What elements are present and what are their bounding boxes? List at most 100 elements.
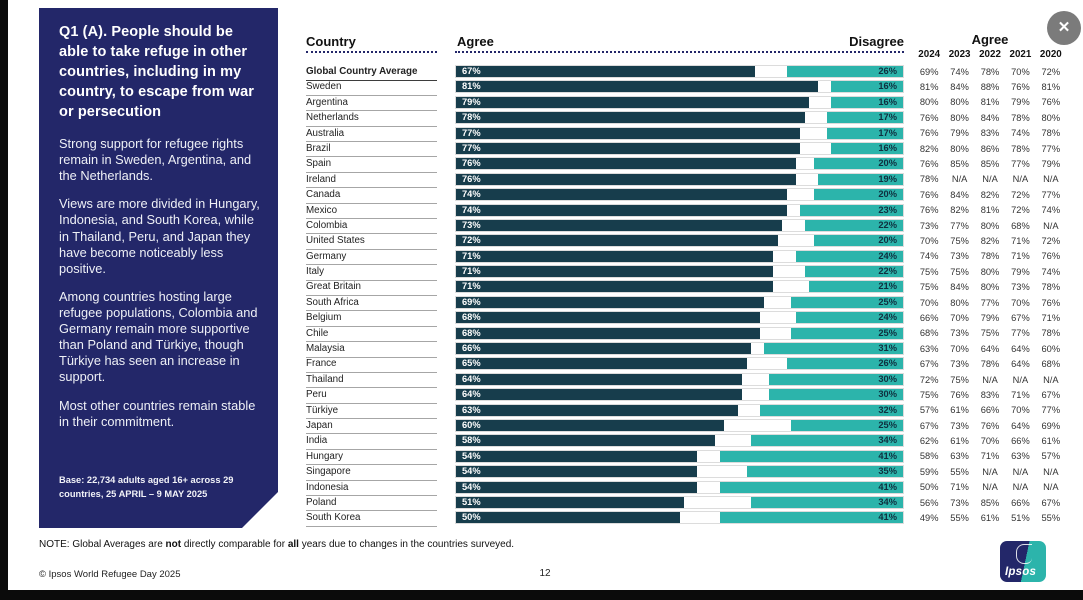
agree-bar: 68% bbox=[456, 312, 760, 324]
history-value: 71% bbox=[1011, 389, 1030, 400]
history-value: 86% bbox=[980, 143, 1000, 154]
history-values: 75% 76% 83% 71% 67% bbox=[914, 387, 1066, 402]
history-values: 76% 80% 84% 78% 80% bbox=[914, 110, 1066, 125]
agree-bar: 81% bbox=[456, 81, 819, 93]
disagree-bar: 41% bbox=[719, 481, 903, 493]
country-column-header: Country bbox=[306, 34, 356, 49]
disagree-value-label: 22% bbox=[878, 266, 897, 277]
disagree-bar: 26% bbox=[786, 358, 903, 370]
year-header: 2022 bbox=[979, 49, 1001, 60]
history-value: 75% bbox=[950, 266, 969, 277]
disagree-bar: 30% bbox=[768, 389, 903, 401]
summary-paragraph: Most other countries remain stable in th… bbox=[59, 397, 256, 429]
country-label: South Africa bbox=[306, 295, 437, 312]
table-row: Ireland 76% 19% 78% N/A N/A N/A N/A bbox=[0, 172, 1083, 189]
history-value: 72% bbox=[1041, 66, 1061, 77]
disagree-bar: 19% bbox=[818, 173, 903, 185]
history-value: 74% bbox=[950, 66, 969, 77]
country-label: Indonesia bbox=[306, 480, 437, 497]
history-value: 69% bbox=[919, 66, 939, 77]
history-value: 80% bbox=[950, 143, 969, 154]
history-value: N/A bbox=[1043, 374, 1059, 385]
agree-bar: 72% bbox=[456, 235, 778, 247]
history-value: 77% bbox=[1011, 159, 1030, 170]
history-values: 68% 73% 75% 77% 78% bbox=[914, 326, 1066, 341]
history-value: 62% bbox=[919, 436, 939, 447]
history-value: 82% bbox=[919, 143, 939, 154]
country-label: Poland bbox=[306, 495, 437, 512]
history-value: 80% bbox=[919, 97, 939, 108]
agree-value-label: 77% bbox=[462, 127, 481, 138]
table-row: South Korea 50% 41% 49% 55% 61% 51% 55% bbox=[0, 510, 1083, 527]
history-value: 67% bbox=[1041, 389, 1061, 400]
history-values: 81% 84% 88% 76% 81% bbox=[914, 79, 1066, 94]
agree-value-label: 66% bbox=[462, 343, 481, 354]
bar-track: 60% 25% bbox=[455, 418, 904, 432]
history-value: 67% bbox=[1041, 497, 1061, 508]
history-table-header: Agree bbox=[971, 32, 1009, 47]
history-values: 70% 80% 77% 70% 76% bbox=[914, 295, 1066, 310]
history-value: 80% bbox=[1041, 112, 1061, 123]
history-value: 76% bbox=[919, 205, 939, 216]
history-value: 85% bbox=[980, 159, 1000, 170]
disagree-column-header: Disagree bbox=[849, 34, 904, 49]
agree-bar: 68% bbox=[456, 327, 760, 339]
history-values: 75% 84% 80% 73% 78% bbox=[914, 279, 1066, 294]
history-value: 55% bbox=[1041, 513, 1061, 524]
bar-track: 54% 41% bbox=[455, 480, 904, 494]
country-label: Germany bbox=[306, 249, 437, 266]
history-value: 49% bbox=[919, 513, 939, 524]
agree-bar: 54% bbox=[456, 450, 698, 462]
table-row: Poland 51% 34% 56% 73% 85% 66% 67% bbox=[0, 495, 1083, 512]
chart-rows: Global Country Average 67% 26% 69% 74% 78%… bbox=[0, 64, 1083, 527]
close-icon[interactable]: ✕ bbox=[1047, 11, 1081, 45]
history-value: 64% bbox=[980, 343, 1000, 354]
bar-track: 76% 19% bbox=[455, 172, 904, 186]
bar-track: 51% 34% bbox=[455, 495, 904, 509]
disagree-bar: 22% bbox=[804, 219, 903, 231]
history-value: 78% bbox=[980, 251, 1000, 262]
disagree-bar: 25% bbox=[791, 419, 903, 431]
history-value: N/A bbox=[1012, 174, 1029, 185]
disagree-value-label: 25% bbox=[878, 327, 897, 338]
disagree-bar: 20% bbox=[813, 235, 903, 247]
history-value: 74% bbox=[1041, 205, 1061, 216]
copyright-text: © Ipsos World Refugee Day 2025 bbox=[39, 569, 181, 580]
table-row: Brazil 77% 16% 82% 80% 86% 78% 77% bbox=[0, 141, 1083, 158]
country-label: Great Britain bbox=[306, 279, 437, 296]
bar-track: 54% 41% bbox=[455, 449, 904, 463]
history-value: 84% bbox=[950, 189, 969, 200]
disagree-bar: 25% bbox=[791, 296, 903, 308]
agree-value-label: 54% bbox=[462, 450, 481, 461]
viewer-left-edge bbox=[0, 0, 8, 600]
history-value: 78% bbox=[1041, 328, 1061, 339]
history-value: 75% bbox=[919, 389, 939, 400]
table-row: Belgium 68% 24% 66% 70% 79% 67% 71% bbox=[0, 310, 1083, 327]
year-header: 2023 bbox=[948, 49, 971, 60]
agree-bar: 71% bbox=[456, 281, 774, 293]
country-label: Singapore bbox=[306, 464, 437, 481]
history-value: 78% bbox=[1011, 143, 1030, 154]
agree-bar: 67% bbox=[456, 66, 756, 77]
history-value: 75% bbox=[919, 266, 939, 277]
disagree-value-label: 32% bbox=[878, 404, 897, 415]
disagree-value-label: 16% bbox=[878, 142, 897, 153]
table-row: Spain 76% 20% 76% 85% 85% 77% 79% bbox=[0, 156, 1083, 173]
footnote: NOTE: Global Averages are not directly c… bbox=[39, 539, 515, 550]
history-value: 74% bbox=[1041, 266, 1061, 277]
history-value: 81% bbox=[919, 82, 939, 93]
history-value: N/A bbox=[982, 374, 998, 385]
disagree-value-label: 19% bbox=[878, 173, 897, 184]
table-row: Italy 71% 22% 75% 75% 80% 79% 74% bbox=[0, 264, 1083, 281]
bar-track: 77% 16% bbox=[455, 141, 904, 155]
history-value: 76% bbox=[980, 420, 1000, 431]
disagree-value-label: 22% bbox=[878, 219, 897, 230]
summary-panel: Q1 (A). People should be able to take re… bbox=[39, 8, 278, 528]
history-values: 76% 84% 82% 72% 77% bbox=[914, 187, 1066, 202]
history-value: 76% bbox=[919, 112, 939, 123]
agree-value-label: 73% bbox=[462, 219, 481, 230]
history-value: 73% bbox=[950, 251, 969, 262]
bar-track: 74% 20% bbox=[455, 188, 904, 202]
agree-value-label: 76% bbox=[462, 173, 481, 184]
